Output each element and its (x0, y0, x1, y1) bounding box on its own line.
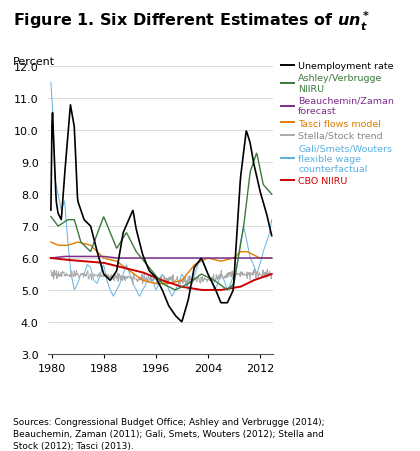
Text: Figure 1. Six Different Estimates of $\bfit{un}_t^*$: Figure 1. Six Different Estimates of $\b… (13, 10, 370, 33)
Legend: Unemployment rate, Ashley/Verbrugge
NIIRU, Beauchemin/Zaman
forecast, Tasci flow: Unemployment rate, Ashley/Verbrugge NIIR… (278, 58, 398, 190)
Text: Sources: Congressional Budget Office; Ashley and Verbrugge (2014);
Beauchemin, Z: Sources: Congressional Budget Office; As… (13, 418, 324, 450)
Text: Percent: Percent (13, 57, 55, 67)
